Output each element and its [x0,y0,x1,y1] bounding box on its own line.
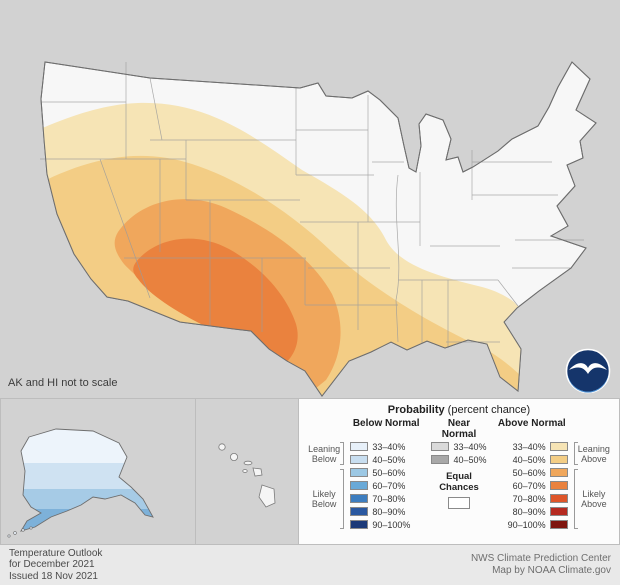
color-swatch [549,481,568,490]
swatch-label: 80–90% [372,506,406,517]
legend-row: 80–90% [344,505,428,518]
below-normal-header: Below Normal [352,418,420,429]
legend-row: 40–50% [344,453,428,466]
legend-title-main: Probability [387,404,445,416]
swatch-label: 80–90% [512,506,546,517]
swatch-label: 40–50% [372,454,406,465]
conus-map-svg [40,61,597,397]
above-normal-header: Above Normal [497,418,566,429]
legend-row: 70–80% [490,492,574,505]
swatch-label: 70–80% [512,493,546,504]
alaska-inset [0,398,196,545]
conus-map: AK and HI not to scale [8,61,611,397]
alaska-outline [20,428,154,532]
swatch-label: 33–40% [512,441,546,452]
legend-row: 90–100% [344,518,428,531]
color-swatch [549,455,568,464]
hawaii-map-svg [196,399,297,544]
legend-row: 60–70% [490,479,574,492]
legend-row: 90–100% [490,518,574,531]
color-swatch [549,520,568,529]
swatch-label: 50–60% [372,467,406,478]
swatch-label: 90–100% [372,519,411,530]
color-swatch [549,442,568,451]
swatch-label: 40–50% [512,454,546,465]
color-swatch [350,507,369,516]
swatch-label: 50–60% [512,467,546,478]
color-swatch [350,520,369,529]
swatch-label: 90–100% [507,519,546,530]
hawaii-islands [218,443,276,508]
swatch-label: 40–50% [453,454,487,465]
legend: Probability (percent chance) Leaning Bel… [299,398,620,545]
aleutian-islands [7,526,33,538]
bottom-row: Probability (percent chance) Leaning Bel… [0,398,620,545]
above-normal-column: Above Normal 33–40% 40–50% 50–60% 60 [490,418,574,531]
credit-climate-gov: Map by NOAA Climate.gov [492,565,611,576]
likely-above-label: Likely Above [573,467,614,531]
color-swatch [350,455,369,464]
swatch-label: 33–40% [372,441,406,452]
likely-below-label: Likely Below [304,467,345,531]
color-swatch [350,468,369,477]
legend-row: 70–80% [344,492,428,505]
color-swatch [549,468,568,477]
equal-chances-label: Equal Chances [428,471,490,509]
legend-row: 33–40% [428,440,490,453]
scale-note: AK and HI not to scale [8,377,118,389]
near-normal-column: Near Normal 33–40% 40–50% Equal Chances [428,418,490,531]
leaning-below-label: Leaning Below [304,440,345,467]
legend-row: 50–60% [490,466,574,479]
swatch-label: 70–80% [372,493,406,504]
below-side-labels: Leaning Below Likely Below [304,440,345,531]
legend-row: 50–60% [344,466,428,479]
outlook-period: for December 2021 [9,559,95,571]
legend-title-suffix: (percent chance) [444,404,531,416]
near-normal-header: Near Normal [441,418,477,440]
legend-row: 80–90% [490,505,574,518]
above-side-labels: Leaning Above Likely Above [573,440,614,531]
color-swatch [549,494,568,503]
color-swatch [431,442,450,451]
credit-cpc: NWS Climate Prediction Center [470,553,611,564]
color-swatch [549,507,568,516]
color-swatch [350,442,369,451]
color-swatch [350,494,369,503]
legend-row: 60–70% [344,479,428,492]
footer-bar: Temperature Outlook for December 2021 Is… [0,545,620,585]
noaa-logo-icon [565,348,611,394]
swatch-label: 60–70% [372,480,406,491]
hawaii-inset [196,398,299,545]
equal-chances-swatch [448,497,470,509]
equal-chances-line2: Chances [439,482,479,493]
alaska-map-svg [1,399,195,544]
state-boundaries [40,62,584,348]
swatch-label: 33–40% [453,441,487,452]
equal-chances-line1: Equal [446,471,472,482]
color-swatch [431,455,450,464]
color-swatch [350,481,369,490]
outlook-title: Temperature Outlook [9,547,103,559]
outlook-issued-date: Issued 18 Nov 2021 [9,570,98,582]
legend-row: 40–50% [428,453,490,466]
leaning-above-label: Leaning Above [573,440,614,467]
legend-row: 40–50% [490,453,574,466]
legend-row: 33–40% [344,440,428,453]
legend-row: 33–40% [490,440,574,453]
us-outline [40,61,597,397]
below-normal-column: Below Normal 33–40% 40–50% 50–60% [344,418,428,531]
source-credit: NWS Climate Prediction Center Map by NOA… [471,553,611,577]
legend-title: Probability (percent chance) [299,399,619,416]
swatch-label: 60–70% [512,480,546,491]
outlook-caption: Temperature Outlook for December 2021 Is… [9,548,102,583]
